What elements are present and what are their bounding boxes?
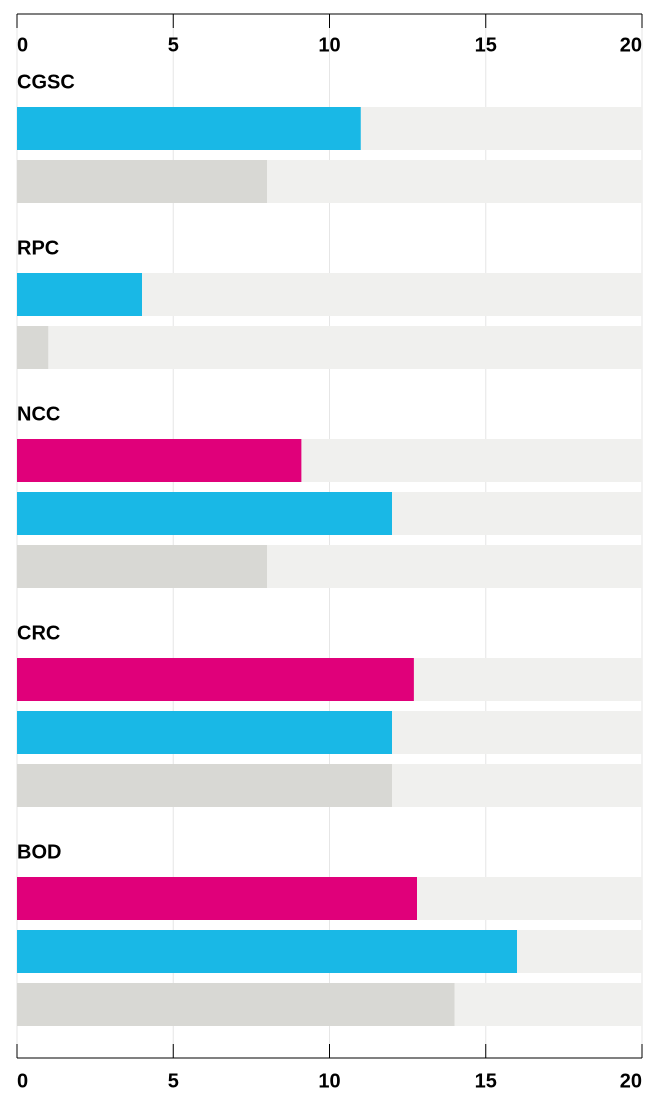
- category-label: CRC: [17, 622, 60, 644]
- bar-track: [17, 326, 642, 369]
- category-label: RPC: [17, 237, 59, 259]
- bar: [17, 877, 417, 920]
- category-label: CGSC: [17, 71, 75, 93]
- bar: [17, 983, 455, 1026]
- category-label: NCC: [17, 403, 60, 425]
- x-tick-label: 10: [318, 34, 340, 56]
- bar: [17, 107, 361, 150]
- x-tick-label: 20: [620, 34, 642, 56]
- x-tick-label: 15: [475, 1070, 497, 1092]
- x-tick-label: 0: [17, 34, 28, 56]
- bar: [17, 930, 517, 973]
- x-tick-label: 15: [475, 34, 497, 56]
- x-tick-label: 0: [17, 1070, 28, 1092]
- x-tick-label: 10: [318, 1070, 340, 1092]
- x-tick-label: 5: [168, 34, 179, 56]
- bar: [17, 658, 414, 701]
- category-label: BOD: [17, 841, 61, 863]
- bar: [17, 492, 392, 535]
- bar: [17, 326, 49, 369]
- x-tick-label: 5: [168, 1070, 179, 1092]
- bar: [17, 764, 392, 807]
- bar: [17, 273, 142, 316]
- bar: [17, 439, 302, 482]
- bar: [17, 711, 392, 754]
- bar: [17, 160, 267, 203]
- x-tick-label: 20: [620, 1070, 642, 1092]
- bar: [17, 545, 267, 588]
